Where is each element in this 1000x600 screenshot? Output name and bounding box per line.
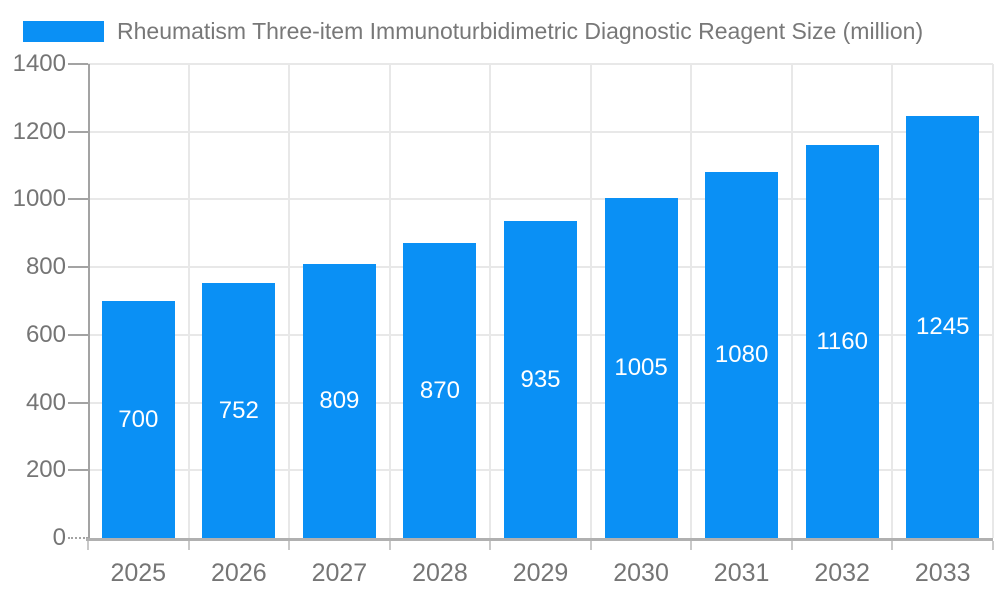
v-gridline [187,64,190,538]
bar: 700 [101,301,175,538]
x-axis-tick [690,541,693,550]
x-tick-label: 2032 [814,559,870,587]
x-axis-tick [87,541,89,550]
x-axis-tick [790,541,793,550]
y-axis-tick [68,198,88,201]
bar-value-label: 1160 [816,327,868,355]
bar: 1160 [805,145,879,538]
bar: 935 [504,221,577,538]
x-axis-tick [288,541,291,550]
x-axis-tick [589,541,592,550]
y-tick-label: 200 [25,456,66,484]
v-gridline [690,64,693,538]
y-axis-tick [68,401,88,404]
x-tick-label: 2029 [512,559,569,587]
v-gridline [992,64,994,538]
bar-value-label: 700 [118,405,159,433]
y-axis-line [88,64,90,541]
bar-value-label: 1245 [916,313,970,341]
bar-value-label: 752 [218,396,259,424]
y-tick-label: 1200 [12,117,66,145]
bar: 809 [302,264,376,538]
y-tick-label: 600 [25,320,66,348]
y-tick-label: 400 [25,388,66,416]
y-axis-tick [68,537,88,539]
x-axis-tick [388,541,391,550]
bar: 752 [202,283,276,538]
bar: 1245 [906,116,980,538]
y-tick-label: 1000 [12,185,66,213]
h-gridline [88,63,993,65]
x-tick-label: 2025 [110,559,167,587]
legend-swatch [23,20,104,42]
bar: 1005 [604,197,678,538]
bar: 1080 [705,172,779,538]
x-tick-label: 2028 [412,559,468,587]
bar: 870 [403,243,477,538]
x-tick-label: 2030 [613,559,669,587]
v-gridline [489,64,492,538]
x-tick-label: 2027 [311,559,368,587]
v-gridline [288,64,291,538]
legend: Rheumatism Three-item Immunoturbidimetri… [23,17,924,44]
h-gridline [88,198,993,201]
x-axis-tick [187,541,190,550]
x-tick-label: 2031 [713,559,770,587]
x-tick-label: 2033 [914,559,971,587]
v-gridline [790,64,793,538]
x-axis-tick [992,541,994,550]
y-axis-tick [68,266,88,269]
y-tick-label: 800 [25,253,66,281]
v-gridline [891,64,894,538]
bar-value-label: 809 [319,387,360,415]
x-axis-tick [489,541,492,550]
legend-label: Rheumatism Three-item Immunoturbidimetri… [117,17,924,44]
v-gridline [589,64,592,538]
y-axis-tick [68,130,88,133]
y-tick-label: 0 [52,524,66,551]
x-axis-tick [891,541,894,550]
bar-value-label: 935 [520,365,561,393]
x-axis-line [86,538,993,541]
bar-value-label: 1080 [714,341,769,369]
y-axis-tick [68,63,88,65]
y-axis-tick [68,333,88,336]
bar-value-label: 1005 [614,353,668,381]
bar-value-label: 870 [419,376,460,404]
x-tick-label: 2026 [211,559,267,587]
h-gridline [88,130,993,133]
v-gridline [388,64,391,538]
y-axis-tick [68,469,88,472]
y-tick-label: 1400 [12,50,66,77]
